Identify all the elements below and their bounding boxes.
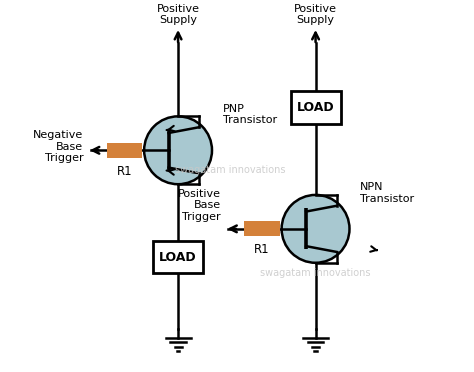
- Text: Positive
Supply: Positive Supply: [294, 4, 337, 25]
- Text: R1: R1: [117, 165, 132, 178]
- Circle shape: [144, 116, 212, 184]
- Text: R1: R1: [254, 244, 270, 257]
- Text: PNP
Transistor: PNP Transistor: [223, 104, 277, 125]
- Text: Positive
Base
Trigger: Positive Base Trigger: [178, 189, 221, 222]
- Text: swagatam innovations: swagatam innovations: [174, 165, 285, 175]
- Bar: [153, 241, 203, 273]
- Text: Negative
Base
Trigger: Negative Base Trigger: [33, 130, 83, 163]
- Text: LOAD: LOAD: [159, 251, 197, 264]
- Bar: [107, 143, 142, 158]
- Text: NPN
Transistor: NPN Transistor: [360, 182, 414, 204]
- Text: swagatam innovations: swagatam innovations: [260, 269, 371, 279]
- Bar: [291, 92, 340, 124]
- Circle shape: [282, 195, 349, 263]
- Text: Positive
Supply: Positive Supply: [156, 4, 200, 25]
- Bar: [244, 221, 280, 236]
- Text: LOAD: LOAD: [297, 101, 334, 114]
